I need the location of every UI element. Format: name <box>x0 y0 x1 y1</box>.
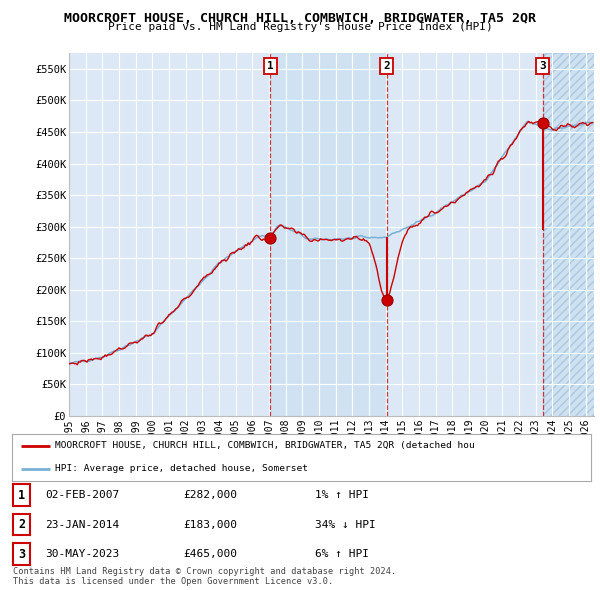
Text: £465,000: £465,000 <box>183 549 237 559</box>
Text: Contains HM Land Registry data © Crown copyright and database right 2024.
This d: Contains HM Land Registry data © Crown c… <box>13 567 397 586</box>
Text: 2: 2 <box>383 61 390 71</box>
Text: 23-JAN-2014: 23-JAN-2014 <box>45 520 119 529</box>
Text: 3: 3 <box>18 548 25 560</box>
Text: HPI: Average price, detached house, Somerset: HPI: Average price, detached house, Some… <box>55 464 308 473</box>
Text: 02-FEB-2007: 02-FEB-2007 <box>45 490 119 500</box>
Text: 1: 1 <box>18 489 25 502</box>
Text: £282,000: £282,000 <box>183 490 237 500</box>
Text: £183,000: £183,000 <box>183 520 237 529</box>
Text: MOORCROFT HOUSE, CHURCH HILL, COMBWICH, BRIDGWATER, TA5 2QR (detached hou: MOORCROFT HOUSE, CHURCH HILL, COMBWICH, … <box>55 441 475 450</box>
Text: 6% ↑ HPI: 6% ↑ HPI <box>315 549 369 559</box>
Text: 30-MAY-2023: 30-MAY-2023 <box>45 549 119 559</box>
Bar <box>271 53 387 416</box>
Text: MOORCROFT HOUSE, CHURCH HILL, COMBWICH, BRIDGWATER, TA5 2QR: MOORCROFT HOUSE, CHURCH HILL, COMBWICH, … <box>64 12 536 25</box>
Text: 2: 2 <box>18 518 25 531</box>
Bar <box>542 53 594 416</box>
Text: Price paid vs. HM Land Registry's House Price Index (HPI): Price paid vs. HM Land Registry's House … <box>107 22 493 32</box>
Text: 1% ↑ HPI: 1% ↑ HPI <box>315 490 369 500</box>
Text: 34% ↓ HPI: 34% ↓ HPI <box>315 520 376 529</box>
Text: 1: 1 <box>267 61 274 71</box>
Text: 3: 3 <box>539 61 546 71</box>
